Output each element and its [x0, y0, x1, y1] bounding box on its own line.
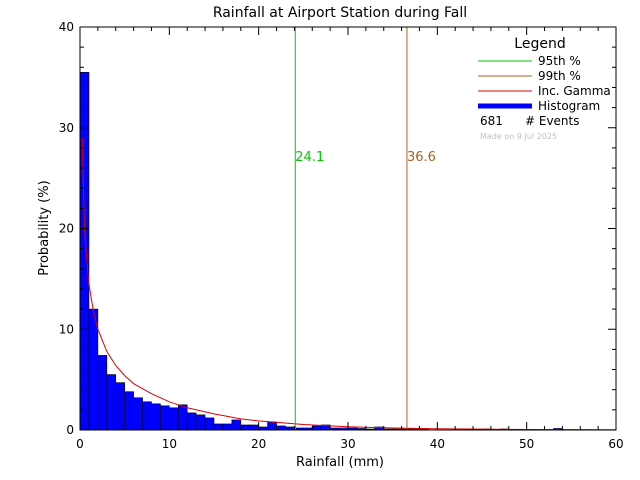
x-axis-label: Rainfall (mm): [296, 455, 384, 470]
chart-title: Rainfall at Airport Station during Fall: [213, 5, 467, 21]
y-axis-label: Probability (%): [37, 180, 52, 275]
x-tick-label: 30: [340, 437, 355, 451]
histogram-bar: [97, 355, 108, 431]
y-tick-label: 10: [59, 322, 74, 336]
histogram-bar: [160, 405, 170, 431]
made-on-note: Made on 9 Jul 2025: [480, 132, 557, 141]
y-tick-label: 30: [59, 121, 74, 135]
histogram-bar: [106, 374, 117, 431]
histogram-bar: [169, 407, 179, 431]
percentile-lines: 24.1 36.6: [294, 27, 436, 430]
histogram-bar: [79, 72, 90, 431]
x-tick-label: 20: [251, 437, 266, 451]
histogram-bar: [133, 397, 143, 431]
histogram-bar: [213, 423, 224, 431]
legend-entry-histogram: Histogram: [538, 99, 600, 113]
histogram-bar: [115, 382, 125, 431]
histogram-bar: [204, 417, 215, 431]
y-tick-label: 20: [59, 222, 74, 236]
legend-entry-95th: 95th %: [538, 54, 581, 68]
x-tick-label: 50: [519, 437, 534, 451]
histogram-bar: [124, 391, 134, 431]
y-tick-label: 0: [66, 423, 74, 437]
histogram-bar: [142, 401, 152, 431]
histogram-bar: [249, 424, 259, 431]
events-count: 681: [480, 114, 503, 128]
legend-title: Legend: [514, 36, 565, 52]
histogram-bar: [222, 423, 233, 431]
histogram-bar: [311, 425, 322, 431]
axes: 0 10 20 30 40 50 60 0 10 20 30 40: [59, 20, 624, 451]
histogram-bar: [177, 404, 188, 431]
x-tick-label: 40: [430, 437, 445, 451]
x-tick-label: 0: [76, 437, 84, 451]
percentile-label-1: 36.6: [407, 150, 436, 165]
plot-frame: [79, 26, 617, 431]
gamma-curve: [81, 137, 617, 431]
histogram-bar: [267, 421, 277, 431]
x-tick-label: 10: [162, 437, 177, 451]
histogram-bar: [88, 308, 99, 431]
histogram-bar: [276, 425, 286, 431]
legend-entry-99th: 99th %: [538, 69, 581, 83]
percentile-label-0: 24.1: [295, 150, 324, 165]
histogram-bars: [79, 72, 563, 431]
histogram-bar: [240, 424, 251, 431]
x-tick-label: 60: [608, 437, 623, 451]
histogram-bar: [195, 414, 206, 431]
legend: Legend 95th % 99th % Inc. Gamma Histogra…: [478, 36, 611, 141]
histogram-bar: [231, 419, 242, 431]
events-label: # Events: [525, 114, 580, 128]
y-tick-label: 40: [59, 20, 74, 34]
histogram-bar: [186, 412, 197, 431]
legend-entry-gamma: Inc. Gamma: [538, 84, 611, 98]
histogram-bar: [151, 403, 161, 431]
